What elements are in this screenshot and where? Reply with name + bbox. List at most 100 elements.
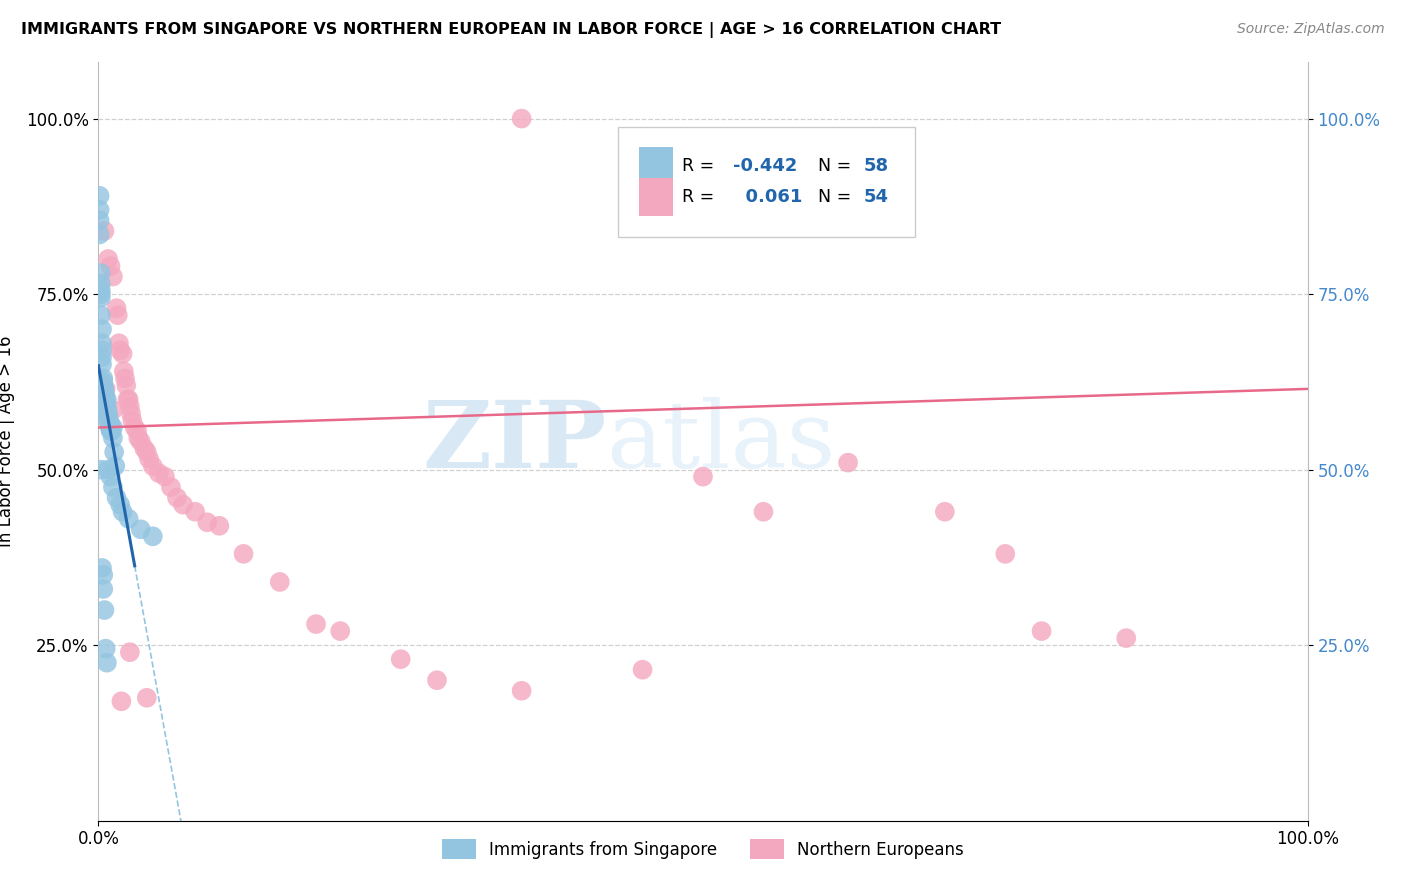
Point — [90, 277, 112, 291]
Point — [134, 442, 156, 456]
Point — [91, 357, 114, 371]
Point — [269, 574, 291, 589]
Point — [127, 431, 149, 445]
Point — [97, 252, 120, 266]
FancyBboxPatch shape — [619, 127, 915, 236]
Point — [120, 407, 142, 421]
Point — [148, 466, 170, 480]
Point — [195, 516, 218, 530]
Point — [389, 652, 412, 666]
Point — [98, 415, 121, 429]
Point — [90, 284, 112, 298]
Point — [90, 287, 112, 301]
Point — [692, 469, 714, 483]
Point — [105, 301, 128, 315]
Point — [94, 382, 117, 396]
Point — [100, 424, 122, 438]
Point — [166, 491, 188, 505]
Point — [129, 434, 152, 449]
Point — [91, 375, 114, 389]
Point — [1115, 631, 1137, 645]
Point — [172, 498, 194, 512]
Point — [100, 422, 122, 436]
Point — [97, 413, 120, 427]
Point — [101, 431, 124, 445]
Point — [91, 371, 114, 385]
Bar — [638, 147, 673, 186]
Point — [108, 498, 131, 512]
Text: R =: R = — [682, 157, 720, 176]
Point — [100, 420, 122, 434]
Point — [93, 389, 115, 403]
Point — [91, 336, 114, 351]
Y-axis label: In Labor Force | Age > 16: In Labor Force | Age > 16 — [0, 335, 14, 548]
Point — [104, 459, 127, 474]
Point — [100, 259, 122, 273]
Point — [142, 459, 165, 474]
Text: ZIP: ZIP — [422, 397, 606, 486]
Point — [94, 396, 117, 410]
Point — [118, 645, 141, 659]
Point — [96, 656, 118, 670]
Point — [93, 386, 115, 401]
Point — [96, 400, 118, 414]
Point — [114, 371, 136, 385]
Point — [96, 407, 118, 421]
Point — [108, 343, 131, 358]
Point — [103, 445, 125, 459]
Point — [837, 456, 859, 470]
Point — [118, 392, 141, 407]
Text: -0.442: -0.442 — [734, 157, 797, 176]
Point — [121, 413, 143, 427]
Point — [124, 420, 146, 434]
Point — [93, 382, 115, 396]
Point — [117, 392, 139, 407]
Point — [329, 624, 352, 639]
Text: 58: 58 — [863, 157, 889, 176]
Point — [934, 505, 956, 519]
Point — [129, 522, 152, 536]
Point — [93, 603, 115, 617]
Point — [96, 403, 118, 417]
Point — [142, 529, 165, 543]
Point — [93, 224, 115, 238]
Point — [101, 420, 124, 434]
Point — [94, 392, 117, 407]
Text: IMMIGRANTS FROM SINGAPORE VS NORTHERN EUROPEAN IN LABOR FORCE | AGE > 16 CORRELA: IMMIGRANTS FROM SINGAPORE VS NORTHERN EU… — [21, 22, 1001, 38]
Text: N =: N = — [818, 157, 856, 176]
Point — [105, 491, 128, 505]
Point — [994, 547, 1017, 561]
Point — [232, 547, 254, 561]
Point — [90, 266, 112, 280]
Point — [208, 518, 231, 533]
Point — [100, 469, 122, 483]
Point — [115, 378, 138, 392]
Point — [89, 213, 111, 227]
Point — [305, 617, 328, 632]
Point — [90, 308, 112, 322]
Point — [89, 189, 111, 203]
Point — [100, 424, 122, 438]
Point — [101, 269, 124, 284]
Point — [97, 462, 120, 476]
Point — [135, 690, 157, 705]
Point — [93, 385, 115, 400]
Point — [91, 343, 114, 358]
Point — [510, 112, 533, 126]
Point — [110, 694, 132, 708]
Point — [91, 351, 114, 365]
Point — [135, 445, 157, 459]
Point — [153, 469, 176, 483]
Point — [100, 417, 122, 431]
Point — [111, 347, 134, 361]
Point — [89, 227, 111, 242]
Point — [138, 452, 160, 467]
Point — [631, 663, 654, 677]
Text: N =: N = — [818, 188, 856, 206]
Point — [112, 364, 135, 378]
Point — [184, 505, 207, 519]
Point — [1031, 624, 1053, 639]
Point — [97, 407, 120, 421]
Point — [90, 462, 112, 476]
Point — [101, 403, 124, 417]
